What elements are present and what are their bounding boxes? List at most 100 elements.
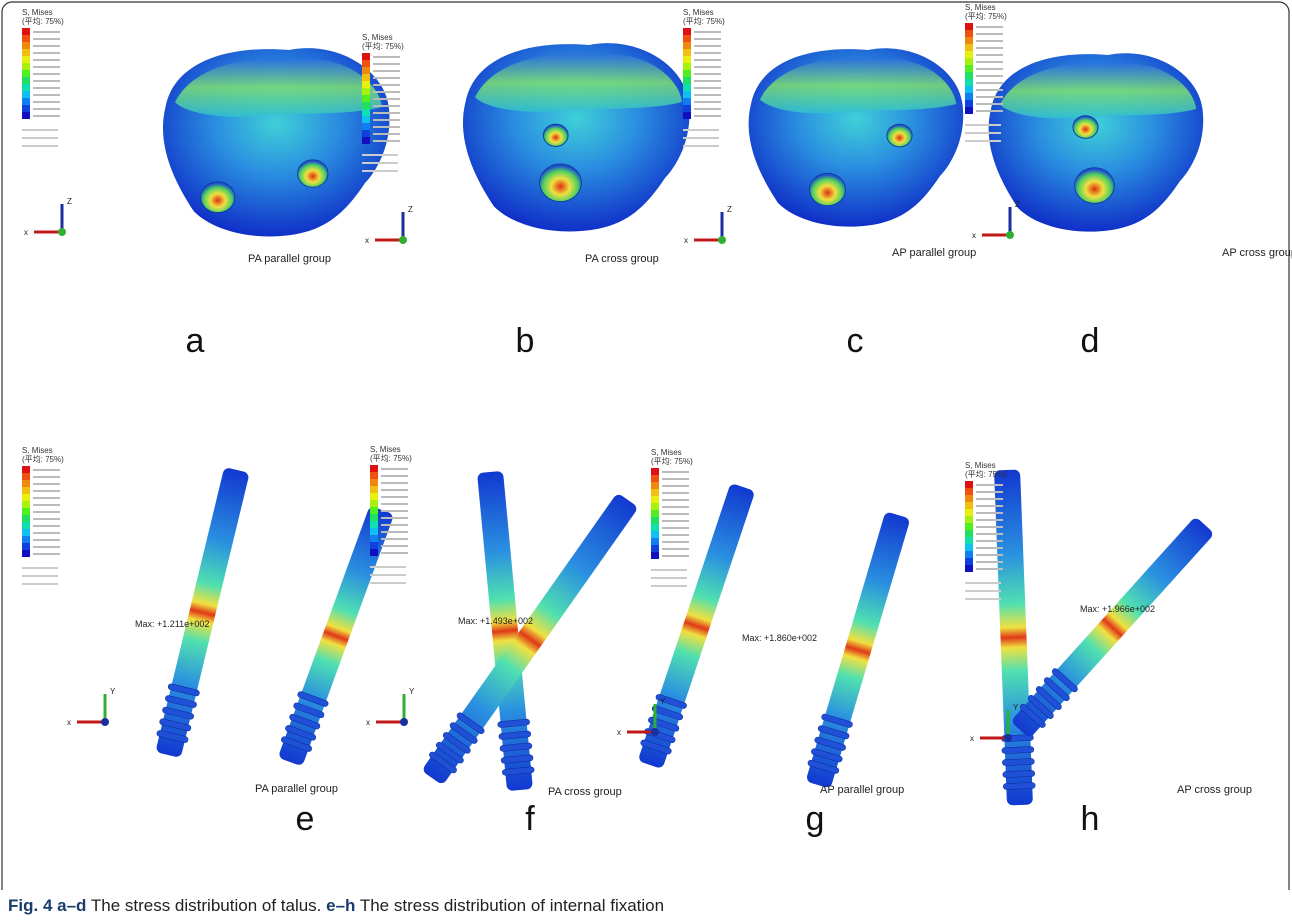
screw-model (1008, 514, 1217, 740)
legend-title: S, Mises (651, 448, 682, 457)
caption-letters: e–h (326, 896, 355, 915)
triad-label: x (972, 231, 976, 240)
triad-label: x (67, 718, 71, 727)
legend-swatch (22, 536, 30, 543)
legend-swatch (965, 565, 973, 572)
legend-swatch (362, 123, 370, 130)
legend-average: (平均: 75%) (965, 11, 1007, 21)
legend-swatch (965, 65, 973, 72)
triad-origin (718, 236, 726, 244)
group-label: PA cross group (585, 253, 659, 265)
screw-hole (1073, 116, 1098, 139)
legend-swatch (370, 500, 378, 507)
legend-swatch (22, 91, 30, 98)
triad-label: x (684, 236, 688, 245)
figure: S, Mises(平均: 75%)xZPA parallel groupaS, … (0, 0, 1292, 890)
triad-label: x (24, 228, 28, 237)
legend-swatch (362, 109, 370, 116)
talus-model (749, 48, 964, 226)
screw-hole (543, 124, 568, 146)
legend-swatch (22, 105, 30, 112)
caption-text: The stress distribution of talus. (86, 896, 326, 915)
panel-letter: d (1081, 322, 1100, 360)
legend-swatch (965, 58, 973, 65)
legend-swatch (651, 496, 659, 503)
legend-average: (平均: 75%) (370, 453, 412, 463)
legend-swatch (22, 77, 30, 84)
talus-model (989, 53, 1204, 231)
legend-swatch (370, 507, 378, 514)
legend-swatch (683, 49, 691, 56)
screw-hole (201, 182, 235, 213)
panel-letter: h (1081, 800, 1100, 838)
legend-swatch (651, 510, 659, 517)
panel-letter: b (516, 322, 535, 360)
legend-swatch (22, 70, 30, 77)
legend-swatch (965, 502, 973, 509)
legend-swatch (370, 528, 378, 535)
legend-swatch (965, 537, 973, 544)
triad-origin (1006, 231, 1014, 239)
legend-swatch (22, 35, 30, 42)
legend-swatch (651, 552, 659, 559)
legend-swatch (370, 514, 378, 521)
legend-title: S, Mises (22, 446, 53, 455)
triad-label: Z (727, 205, 732, 214)
legend-average: (平均: 75%) (651, 456, 693, 466)
legend-swatch (683, 98, 691, 105)
screw-model (419, 491, 641, 787)
max-label: Max: +1.493e+002 (458, 616, 533, 626)
legend-title: S, Mises (362, 33, 393, 42)
screw-model (275, 505, 397, 768)
legend-swatch (362, 88, 370, 95)
triad-origin (1004, 734, 1012, 742)
legend-swatch (362, 130, 370, 137)
screw-thread (1003, 770, 1035, 777)
max-label: Max: +1.860e+002 (742, 633, 817, 643)
legend-swatch (22, 494, 30, 501)
legend-swatch (965, 558, 973, 565)
legend-swatch (651, 545, 659, 552)
triad-origin (651, 728, 659, 736)
legend-title: S, Mises (22, 8, 53, 17)
legend-swatch (362, 74, 370, 81)
legend-swatch (22, 473, 30, 480)
legend-swatch (651, 538, 659, 545)
legend-swatch (965, 72, 973, 79)
legend-swatch (22, 480, 30, 487)
screw-model (152, 466, 252, 759)
talus-model (163, 48, 390, 236)
group-label: PA parallel group (248, 253, 331, 265)
legend-swatch (370, 479, 378, 486)
legend-swatch (22, 112, 30, 119)
legend-swatch (362, 60, 370, 67)
legend-swatch (965, 37, 973, 44)
triad-label: Z (1015, 200, 1020, 209)
legend-swatch (22, 98, 30, 105)
talus-model (463, 43, 690, 231)
legend-swatch (370, 486, 378, 493)
legend-swatch (362, 81, 370, 88)
legend-swatch (965, 509, 973, 516)
caption-letters: a–d (57, 896, 86, 915)
max-label: Max: +1.966e+002 (1080, 604, 1155, 614)
legend-swatch (370, 521, 378, 528)
group-label: AP parallel group (892, 247, 976, 259)
legend-title: S, Mises (965, 3, 996, 12)
legend-swatch (683, 84, 691, 91)
panel-letter: e (296, 800, 315, 838)
group-label: AP parallel group (820, 784, 904, 796)
triad-origin (101, 718, 109, 726)
legend-swatch (22, 522, 30, 529)
max-label: Max: +1.211e+002 (135, 619, 209, 629)
legend-swatch (22, 28, 30, 35)
triad-label: Z (67, 197, 72, 206)
legend-average: (平均: 75%) (965, 469, 1007, 479)
legend-swatch (370, 549, 378, 556)
legend-swatch (362, 67, 370, 74)
legend-swatch (22, 529, 30, 536)
legend-swatch (965, 86, 973, 93)
group-label: AP cross group (1222, 247, 1292, 259)
legend-swatch (965, 79, 973, 86)
triad-label: Y (1013, 703, 1019, 712)
